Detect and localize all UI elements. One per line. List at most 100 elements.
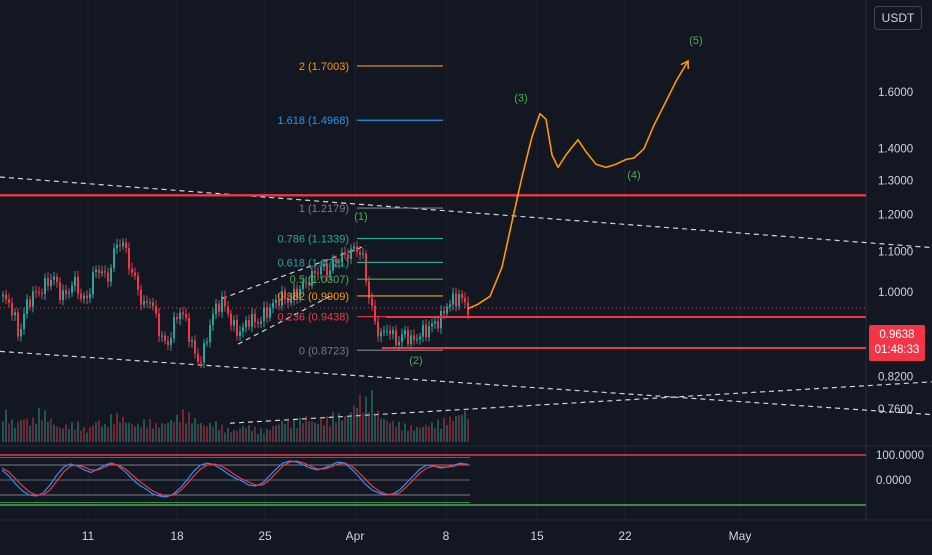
- candle-body: [182, 312, 184, 315]
- candle-body: [293, 288, 295, 300]
- candle-body: [218, 303, 220, 313]
- fib-level-label: 0 (0.8723): [299, 345, 349, 357]
- candle-body: [362, 253, 364, 255]
- candle-body: [110, 267, 112, 282]
- fibonacci-retracement[interactable]: 2 (1.7003) 1.618 (1.4968) 1 (1.2179) 0.786 …: [277, 61, 443, 357]
- candle-body: [92, 272, 94, 295]
- candle-body: [398, 341, 400, 345]
- candle-body: [389, 330, 391, 335]
- time-axis-label: 18: [170, 529, 184, 543]
- candle-body: [98, 269, 100, 274]
- candle-body: [308, 282, 310, 286]
- grid: [0, 0, 932, 521]
- volume-bar: [410, 425, 412, 442]
- volume-bar: [401, 430, 403, 442]
- volume-bar: [293, 419, 295, 442]
- volume-bar: [104, 423, 106, 442]
- candle-body: [152, 302, 154, 307]
- volume-bar: [143, 419, 145, 442]
- volume-bar: [50, 418, 52, 442]
- candle-body: [149, 302, 151, 304]
- currency-selector-button[interactable]: USDT: [874, 6, 922, 30]
- candle-body: [203, 343, 205, 363]
- candle-body: [41, 292, 43, 294]
- candle-body: [410, 335, 412, 345]
- candle-body: [248, 320, 250, 327]
- volume-bar: [416, 426, 418, 442]
- volume-bar: [14, 427, 16, 442]
- horizontal-levels[interactable]: [0, 194, 866, 349]
- candle-body: [407, 330, 409, 345]
- volume-bar: [389, 423, 391, 442]
- time-axis-label: Apr: [346, 529, 365, 543]
- candle-body: [455, 293, 457, 307]
- price-axis-label: 1.6000: [878, 87, 913, 99]
- candle-body: [269, 308, 271, 318]
- volume-bar: [92, 425, 94, 442]
- volume-bar: [227, 427, 229, 442]
- last-price-tag: 0.9638 01:48:33: [869, 325, 925, 361]
- volume-bar: [122, 416, 124, 442]
- candle-body: [443, 311, 445, 314]
- candle-body: [155, 306, 157, 314]
- volume-bar: [347, 415, 349, 442]
- volume-bar: [431, 421, 433, 442]
- candle-body: [239, 331, 241, 336]
- candle-body: [56, 276, 58, 283]
- wave-projection[interactable]: [467, 59, 690, 310]
- volume-bar: [281, 420, 283, 442]
- volume-bar: [179, 422, 181, 442]
- candle-body: [20, 328, 22, 337]
- candle-body: [353, 246, 355, 249]
- candle-body: [104, 271, 106, 273]
- volume-bar: [335, 422, 337, 442]
- volume-bar: [443, 417, 445, 442]
- volume-bar: [422, 426, 424, 442]
- volume-bar: [317, 424, 319, 442]
- candle-body: [251, 313, 253, 327]
- candle-body: [161, 335, 163, 337]
- candle-body: [434, 321, 436, 324]
- volume-bar: [167, 422, 169, 442]
- volume-bar: [41, 420, 43, 442]
- candle-body: [44, 277, 46, 294]
- volume-bar: [302, 423, 304, 442]
- candle-body: [113, 248, 115, 268]
- volume-bar: [86, 432, 88, 442]
- candle-body: [440, 311, 442, 329]
- volume-bar: [257, 433, 259, 442]
- candle-body: [347, 254, 349, 259]
- candle-body: [74, 276, 76, 286]
- volume-bar: [290, 427, 292, 442]
- price-axis-label: 0.7600: [878, 404, 913, 416]
- volume-bar: [32, 417, 34, 442]
- volume-bar: [419, 427, 421, 442]
- candle-body: [296, 288, 298, 298]
- volume-bar: [101, 426, 103, 442]
- candle-body: [122, 242, 124, 247]
- candle-body: [38, 292, 40, 294]
- price-axis-label: 0.8200: [878, 372, 913, 384]
- candle-body: [332, 260, 334, 271]
- volume-bar: [248, 425, 250, 442]
- dashed-trendline: [229, 381, 932, 424]
- volume-bar: [17, 421, 19, 442]
- candle-body: [371, 298, 373, 306]
- candle-body: [344, 252, 346, 255]
- candle-body: [170, 338, 172, 345]
- volume-bar: [8, 423, 10, 442]
- volume-bar: [155, 423, 157, 442]
- volume-bar: [149, 419, 151, 442]
- volume-bar: [350, 412, 352, 442]
- candle-body: [431, 323, 433, 327]
- volume-bar: [320, 419, 322, 442]
- time-axis[interactable]: 11 18 25 Apr 8 15 22 May: [82, 529, 752, 543]
- volume-bar: [191, 423, 193, 442]
- candle-body: [278, 299, 280, 306]
- volume-bar: [404, 423, 406, 442]
- time-axis-label: 11: [82, 529, 95, 543]
- wave-labels: (1) (2) (3) (4) (5): [354, 35, 702, 367]
- candlesticks: [0, 238, 866, 369]
